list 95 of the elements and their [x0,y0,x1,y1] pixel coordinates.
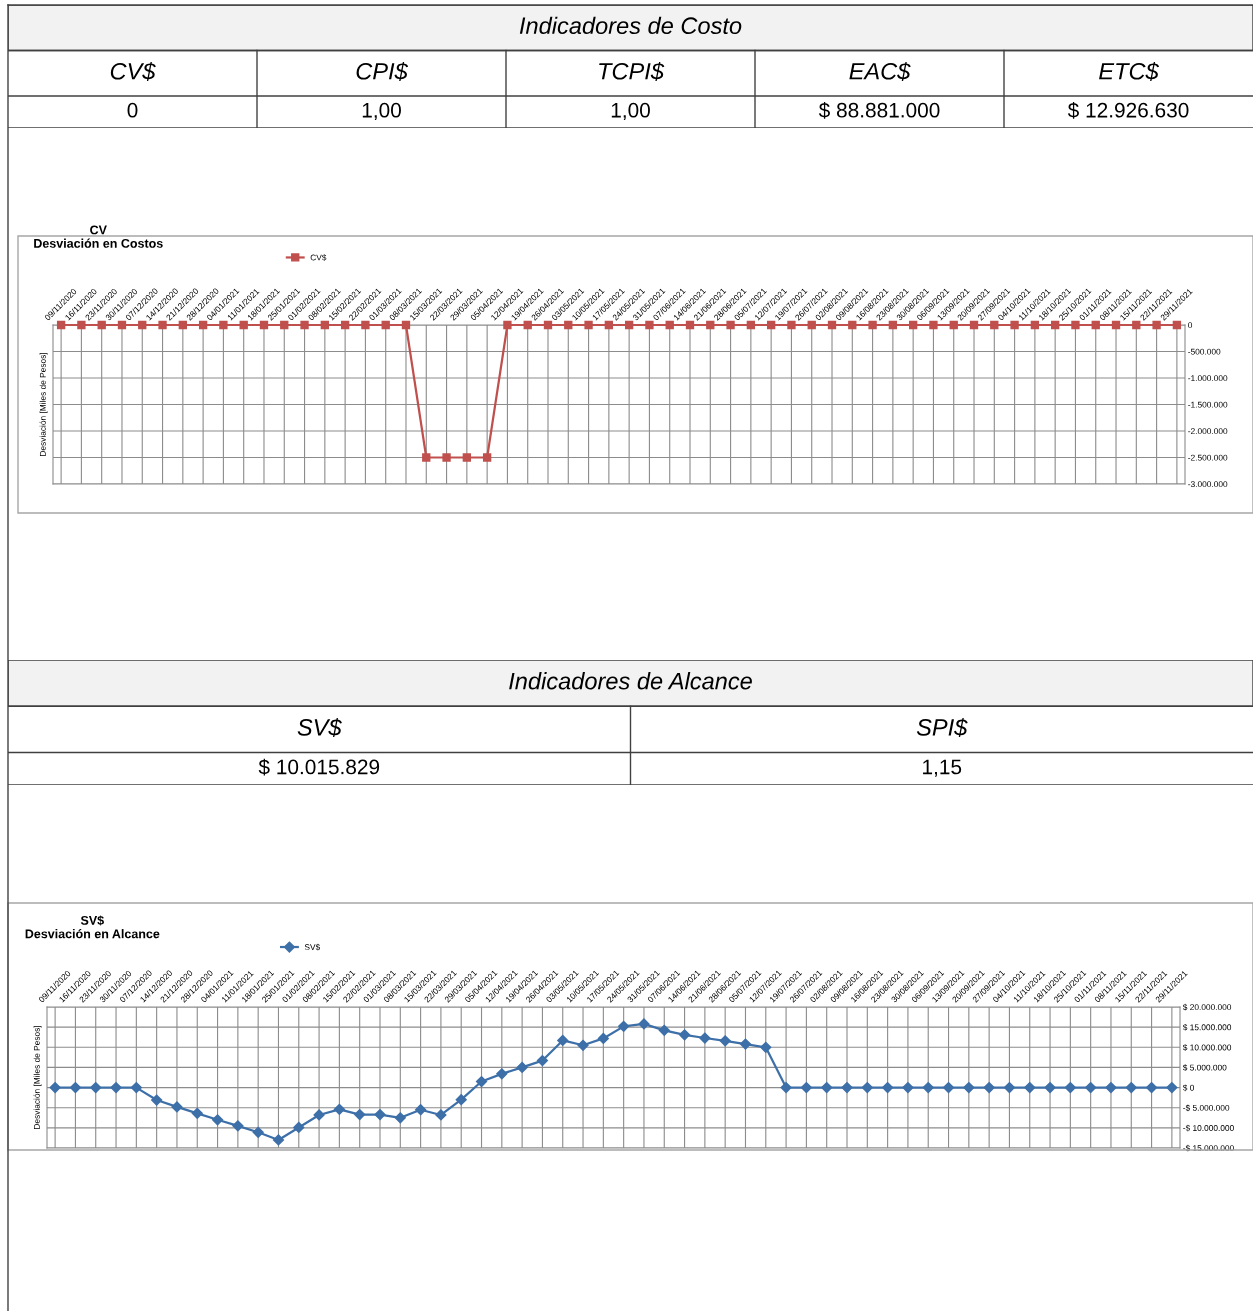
point [658,1024,670,1036]
point [130,1081,142,1094]
point [475,1075,488,1088]
point [922,1081,934,1094]
text: $ 10.015.829 [258,758,380,776]
text: $ 88.881.000 [818,101,940,119]
y-tick-label: $ 10.000.000 [1182,1044,1232,1051]
point [618,1020,630,1032]
y-tick-label: $ 20.000.000 [1182,1003,1232,1011]
point [597,1032,609,1045]
y-tick-label: -1.500.000 [1188,401,1228,408]
y-tick-label: -1.000.000 [1188,375,1228,382]
chart-subtitle: Desviación en Alcance [25,928,160,939]
text: 1,15 [923,759,962,777]
y-tick-label: $ 5.000.000 [1182,1064,1227,1072]
point [760,1041,772,1053]
chart-subtitle: Desviación en Costos [34,238,163,248]
point [1166,1081,1178,1094]
point [678,1029,691,1041]
text: $ 12.926.630 [1067,101,1189,119]
y-tick-label: -500.000 [1188,348,1221,355]
category-label: SPI$ [916,718,968,738]
legend-label: CV$ [310,254,327,261]
legend-label: SV$ [304,943,321,951]
chart-title: CV [90,225,107,235]
point [638,1018,650,1030]
point [90,1081,102,1094]
y-axis-title: Desviación [Miles de Pesos] [39,352,48,456]
y-tick-label: -2.500.000 [1188,454,1228,461]
point [69,1081,82,1094]
point [882,1081,894,1094]
y-tick-label: -$ 10.000.000 [1183,1124,1234,1132]
y-tick-label: -$ 5.000.000 [1183,1104,1230,1112]
text: 1,00 [611,102,650,121]
point [1003,1081,1016,1094]
point [272,1134,285,1146]
y-tick-label: -$ 15.000.000 [1183,1144,1234,1152]
text: Indicadores de Costo [519,16,742,35]
point [983,1081,995,1094]
category-label: ETC$ [1099,61,1160,81]
category-label: TCPI$ [599,61,665,81]
point [577,1039,589,1051]
point [719,1035,731,1047]
point [313,1109,325,1121]
text: Indicadores de Alcance [509,672,752,690]
point [151,1094,163,1106]
point [861,1081,873,1094]
point [902,1081,914,1094]
point [354,1108,366,1121]
point [232,1120,244,1132]
point [1125,1081,1137,1094]
y-tick-label: $ 15.000.000 [1182,1023,1232,1031]
point [435,1109,447,1121]
y-tick-label: -3.000.000 [1188,481,1228,488]
point [1024,1081,1036,1094]
point [699,1032,711,1044]
category-label: CV$ [110,61,156,81]
point [333,1103,345,1115]
point [536,1054,549,1067]
point [739,1038,752,1050]
point [557,1034,569,1047]
y-tick-label: -2.000.000 [1188,428,1228,435]
point [800,1081,812,1094]
point [49,1081,61,1094]
point [455,1094,467,1106]
point [1105,1081,1117,1094]
category-label: CPI$ [356,61,409,81]
point [415,1104,427,1116]
category-label: EAC$ [849,61,911,81]
point [394,1112,406,1124]
point [293,1121,305,1134]
point [1064,1081,1076,1094]
point [821,1081,833,1094]
y-axis-title: Desviación [Miles de Pesos] [33,1025,42,1129]
y-tick-label: $ 0 [1182,1084,1195,1092]
point [1145,1081,1158,1094]
point [1044,1081,1056,1094]
text: 1,00 [362,102,401,121]
point [191,1107,203,1119]
text: 0 [127,102,138,118]
point [1085,1081,1097,1094]
point [841,1081,853,1094]
point [252,1126,264,1138]
point [110,1081,122,1094]
point [780,1081,792,1094]
point [496,1068,508,1080]
point [516,1061,528,1074]
point [171,1101,183,1113]
point [211,1114,224,1126]
category-label: SV$ [297,718,342,738]
chart-title: SV$ [80,915,104,926]
point [374,1108,386,1121]
point [963,1081,975,1094]
y-tick-label: 0 [1188,322,1193,329]
point [942,1081,955,1094]
